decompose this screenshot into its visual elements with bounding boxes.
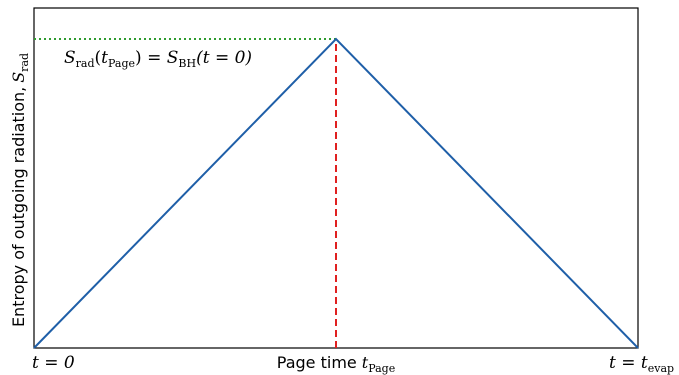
x-tick-label-page-time: Page time tPage	[277, 353, 395, 375]
x-tick-label-t0: t = 0	[32, 353, 75, 373]
entropy-curve	[33, 37, 639, 349]
annotation-equation: Srad(tPage) = SBH(t = 0)	[64, 48, 252, 70]
x-tick-label-t-evap: t = tevap	[609, 353, 674, 375]
y-axis-label: Entropy of outgoing radiation,Srad	[9, 53, 31, 327]
